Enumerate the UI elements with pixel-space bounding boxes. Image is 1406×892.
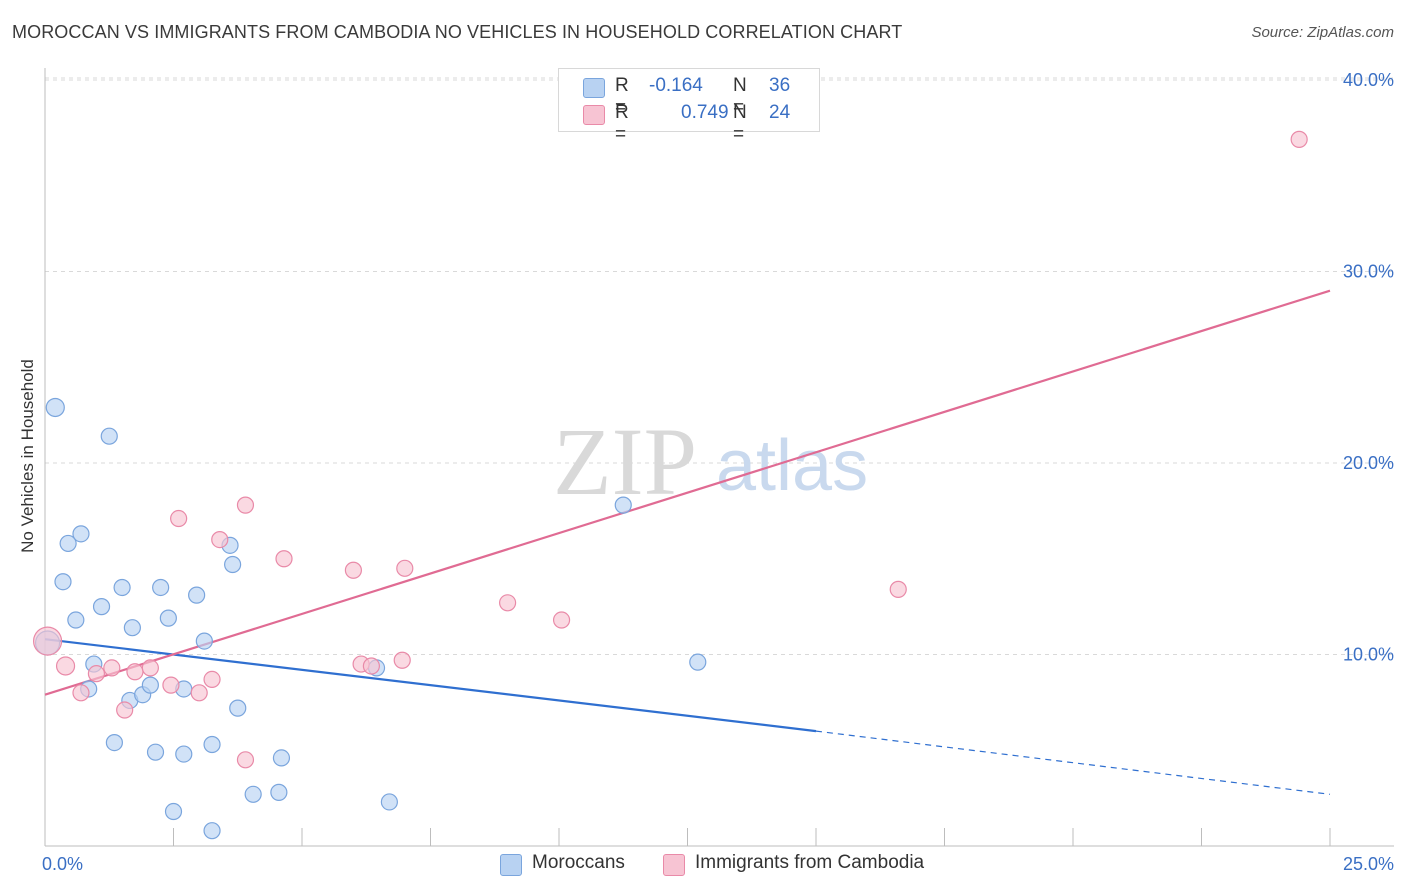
cambodia-point [170, 509, 188, 528]
cambodia-point [141, 659, 159, 677]
n-label: N = [733, 102, 747, 145]
trend-line-moroccans [44, 638, 817, 733]
moroccan-point [689, 653, 707, 671]
correlation-legend: R = -0.164 N = 36 R = 0.749 N = 24 [558, 68, 820, 145]
watermark: ZIP atlas [553, 408, 868, 515]
moroccan-point [164, 802, 183, 821]
cambodia-point [103, 659, 121, 677]
cambodia-point [72, 684, 90, 702]
n-value: 24 [769, 102, 791, 123]
moroccan-point [152, 578, 170, 597]
moroccan-point [72, 525, 90, 543]
y-tick-label: 10.0% [1343, 645, 1394, 665]
moroccan-point [203, 735, 221, 754]
cambodia-point [1290, 130, 1308, 148]
legend-label: Moroccans [532, 852, 625, 873]
moroccan-point [175, 745, 193, 763]
moroccan-point [105, 733, 123, 752]
moroccan-point [141, 676, 159, 694]
moroccan-point [159, 609, 177, 627]
cambodia-point [344, 561, 362, 579]
blue-swatch [500, 854, 522, 876]
cambodia-point [55, 656, 76, 676]
cambodia-point [116, 701, 134, 719]
axes-layer [44, 68, 1394, 847]
watermark-atlas: atlas [716, 426, 868, 506]
moroccan-point [272, 749, 291, 767]
moroccan-point [188, 586, 206, 604]
moroccan-point [195, 632, 213, 650]
x-tick-label: 0.0% [42, 854, 83, 874]
pink-swatch [663, 854, 685, 876]
moroccan-point [270, 783, 288, 801]
cambodia-point [203, 670, 221, 688]
moroccan-point [59, 534, 77, 553]
x-tick-label: 25.0% [1343, 854, 1394, 874]
grid-layer [45, 77, 1394, 655]
cambodia-point [162, 676, 180, 694]
moroccan-point [113, 578, 131, 597]
chart-title: MOROCCAN VS IMMIGRANTS FROM CAMBODIA NO … [12, 22, 903, 42]
r-label: R = [615, 102, 629, 145]
trend-lines [44, 289, 1331, 795]
moroccan-point [229, 699, 247, 717]
cambodia-point [396, 559, 414, 577]
moroccan-point [92, 598, 111, 616]
moroccan-point [45, 397, 65, 418]
y-tick-label: 40.0% [1343, 70, 1394, 90]
moroccan-point [244, 785, 262, 803]
cambodia-point [889, 580, 907, 598]
cambodia-point [393, 651, 411, 669]
n-value: 36 [769, 75, 791, 96]
trend-line-extension [815, 730, 1331, 795]
cambodia-point [499, 594, 517, 612]
cambodia-point [236, 496, 255, 514]
trend-line-cambodia [44, 289, 1331, 696]
cambodia-point [211, 530, 229, 549]
moroccan-point [614, 496, 632, 514]
pink-swatch [583, 105, 605, 125]
moroccan-point [203, 822, 221, 840]
cambodia-point [552, 611, 571, 629]
legend-label: Immigrants from Cambodia [695, 852, 925, 873]
data-points [32, 130, 1308, 840]
n-label: N = [733, 75, 747, 118]
cambodia-point [190, 684, 208, 702]
y-tick-label: 30.0% [1343, 262, 1394, 282]
cambodia-point [275, 550, 293, 568]
cambodia-point [236, 751, 255, 769]
r-value: 0.749 [681, 102, 729, 123]
y-tick-label: 20.0% [1343, 453, 1394, 473]
blue-swatch [583, 78, 605, 98]
tick-labels: 10.0% 20.0% 30.0% 40.0% 0.0% 25.0% [42, 70, 1394, 874]
moroccan-point [146, 743, 165, 761]
moroccan-point [123, 619, 141, 637]
cambodia-point [32, 626, 63, 656]
cambodia-point [126, 663, 144, 681]
moroccan-point [54, 573, 72, 591]
moroccan-point [100, 427, 118, 445]
moroccan-point [380, 793, 398, 811]
r-value: -0.164 [649, 75, 703, 96]
cambodia-point [362, 657, 380, 675]
r-label: R = [615, 75, 629, 118]
moroccan-point [67, 611, 85, 629]
y-axis-label: No Vehicles in Household [18, 359, 37, 553]
cambodia-point [87, 665, 106, 683]
moroccan-point [224, 555, 242, 574]
source-credit: Source: ZipAtlas.com [1251, 24, 1394, 41]
